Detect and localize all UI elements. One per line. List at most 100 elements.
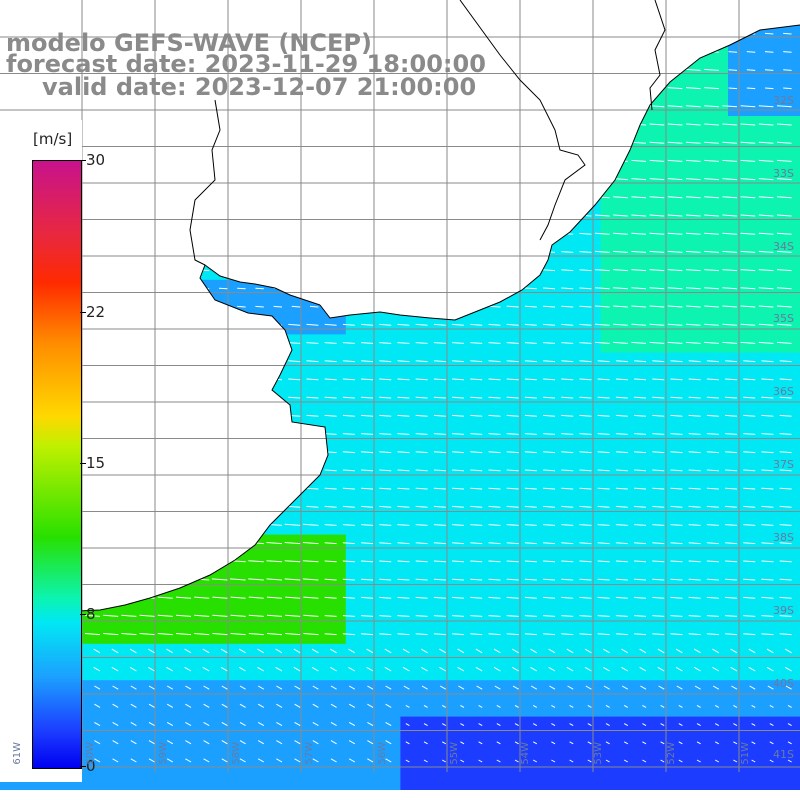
speed-cell — [673, 261, 693, 281]
wind-arrow — [706, 633, 719, 636]
speed-cell — [509, 461, 529, 481]
lon-label: 55W — [449, 742, 460, 765]
wind-arrow — [615, 560, 628, 563]
speed-cell — [673, 498, 693, 517]
wind-arrow — [623, 759, 629, 763]
speed-cell — [691, 352, 711, 372]
wind-arrow — [615, 378, 628, 381]
speed-cell — [436, 389, 456, 408]
speed-cell — [673, 480, 693, 499]
wind-arrow — [166, 666, 174, 672]
wind-arrow — [139, 614, 155, 617]
speed-cell — [254, 753, 274, 772]
wind-arrow — [597, 542, 610, 545]
wind-arrow — [594, 232, 610, 235]
wind-arrow — [758, 269, 774, 272]
coastline-shelf — [319, 24, 800, 321]
speed-cell — [600, 480, 620, 499]
speed-cell — [764, 643, 784, 663]
speed-cell — [200, 589, 219, 608]
speed-cell — [691, 480, 711, 499]
speed-cell — [509, 552, 529, 572]
wind-arrow — [543, 469, 556, 472]
speed-cell — [473, 698, 492, 718]
speed-cell — [327, 680, 347, 699]
wind-arrow — [257, 685, 265, 690]
speed-cell — [673, 662, 693, 681]
wind-arrow — [524, 596, 537, 599]
wind-arrow — [660, 723, 665, 727]
wind-arrow — [397, 524, 410, 526]
wind-arrow — [579, 287, 592, 290]
wind-arrow — [642, 759, 647, 763]
speed-cell — [582, 625, 602, 645]
wind-arrow — [441, 759, 447, 763]
wind-arrow — [776, 305, 792, 308]
wind-arrow — [649, 178, 665, 181]
speed-cell — [618, 516, 638, 536]
speed-cell — [400, 516, 420, 536]
wind-arrow — [670, 469, 683, 472]
wind-arrow — [712, 666, 720, 672]
wind-arrow — [706, 487, 719, 490]
wind-arrow — [470, 560, 483, 563]
wind-arrow — [293, 648, 301, 654]
speed-cell — [673, 643, 693, 663]
speed-cell — [236, 771, 256, 790]
wind-arrow — [631, 159, 647, 162]
wind-arrow — [397, 505, 410, 508]
speed-cell — [418, 370, 438, 390]
lon-label: 53W — [593, 742, 604, 765]
speed-cell — [582, 589, 602, 608]
wind-arrow — [342, 542, 355, 545]
speed-cell — [418, 352, 438, 372]
speed-cell — [182, 607, 201, 627]
wind-arrow — [764, 69, 774, 71]
speed-cell — [728, 170, 747, 190]
wind-arrow — [266, 560, 283, 563]
wind-arrow — [379, 596, 392, 599]
speed-cell — [746, 461, 765, 481]
speed-cell — [655, 407, 674, 426]
speed-cell — [764, 552, 784, 572]
wind-arrow — [285, 596, 301, 599]
speed-cell — [509, 716, 529, 736]
wind-arrow — [634, 596, 647, 599]
wind-arrow — [561, 433, 574, 435]
wind-arrow — [725, 487, 738, 490]
speed-cell — [746, 370, 765, 390]
colorbar-tick-line — [80, 463, 86, 464]
wind-arrow — [530, 648, 538, 654]
wind-arrow — [221, 758, 228, 763]
speed-cell — [691, 662, 711, 681]
wind-arrow — [329, 666, 337, 672]
wind-arrow — [561, 615, 574, 617]
speed-cell — [527, 443, 547, 463]
speed-cell — [309, 534, 329, 554]
wind-arrow — [361, 596, 374, 599]
speed-cell — [382, 516, 401, 536]
speed-cell — [709, 389, 729, 408]
speed-cell — [400, 480, 420, 499]
speed-cell — [691, 443, 711, 463]
wind-arrow — [348, 685, 356, 690]
speed-cell — [728, 425, 747, 445]
speed-cell — [436, 662, 456, 681]
speed-cell — [600, 352, 620, 372]
wind-arrow — [704, 196, 719, 199]
speed-cell — [637, 461, 656, 481]
speed-cell — [273, 589, 292, 608]
wind-arrow — [379, 542, 392, 545]
wind-arrow — [439, 685, 447, 690]
speed-cell — [127, 698, 147, 718]
speed-cell — [709, 152, 729, 172]
speed-cell — [455, 552, 474, 572]
wind-arrow — [787, 741, 792, 745]
speed-cell — [546, 389, 565, 408]
speed-cell — [655, 389, 674, 408]
land-mask — [0, 0, 800, 618]
wind-arrow — [324, 433, 337, 435]
speed-cell — [473, 734, 492, 754]
wind-arrow — [303, 633, 319, 636]
wind-arrow — [670, 378, 683, 381]
